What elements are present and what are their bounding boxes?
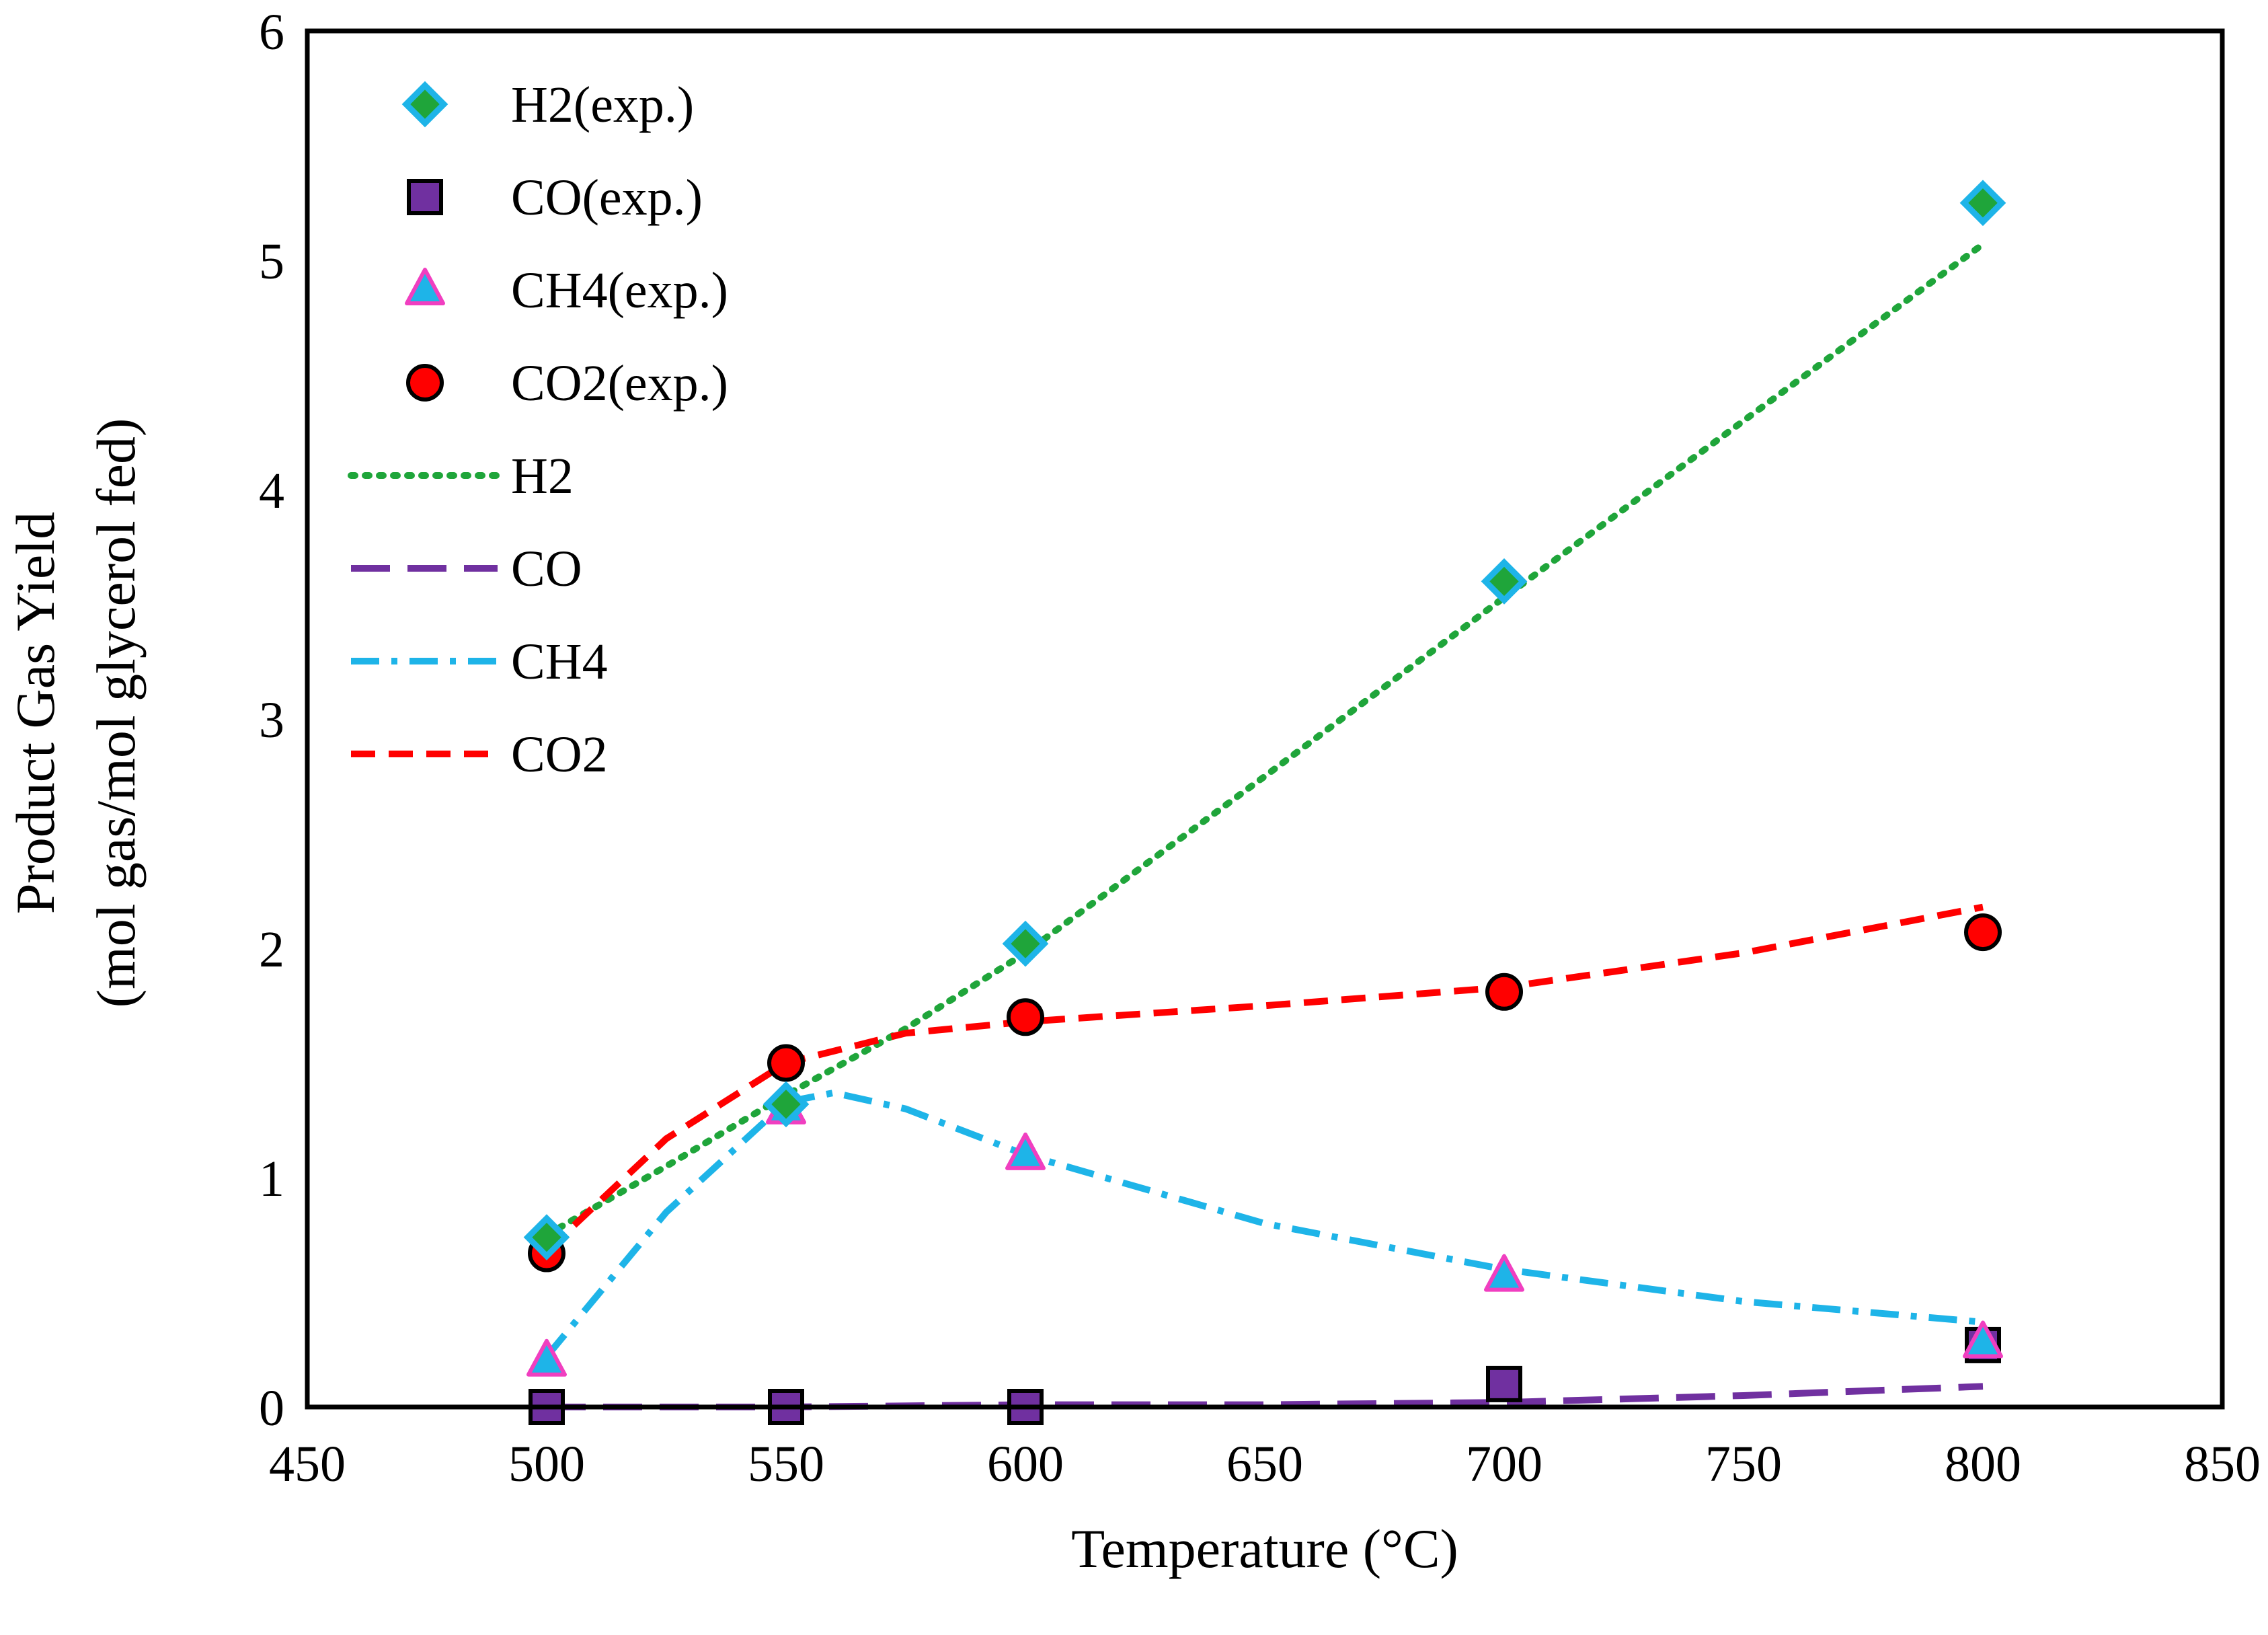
legend-label: CO2(exp.) bbox=[511, 355, 728, 412]
x-axis-ticks: 450 500 550 600 650 700 750 800 850 bbox=[269, 1436, 2261, 1492]
series-layer bbox=[523, 180, 2006, 1425]
x-tick-label: 550 bbox=[748, 1436, 824, 1492]
legend-marker-co2-exp bbox=[406, 364, 444, 402]
y-tick-label: 3 bbox=[259, 692, 284, 749]
h2-exp-point bbox=[762, 1081, 810, 1128]
legend-label: CH4(exp.) bbox=[511, 262, 728, 319]
y-axis-title-line2: (mol gas/mol glycerol fed) bbox=[85, 418, 147, 1008]
x-tick-label: 600 bbox=[987, 1436, 1064, 1492]
x-axis-title: Temperature (°C) bbox=[1071, 1518, 1458, 1579]
ch4-model-line bbox=[544, 1089, 1984, 1359]
co-exp-point bbox=[1486, 1365, 1522, 1402]
legend-label: CH4 bbox=[511, 634, 608, 690]
h2-exp-point bbox=[1002, 920, 1049, 967]
co2-exp-point bbox=[1964, 913, 2002, 952]
y-tick-label: 1 bbox=[259, 1151, 284, 1207]
co2-exp-point bbox=[1007, 998, 1044, 1036]
legend-item-h2-exp: H2(exp.) bbox=[401, 77, 694, 133]
x-tick-label: 750 bbox=[1705, 1436, 1782, 1492]
legend-item-co-model: CO bbox=[351, 541, 582, 597]
legend-marker-h2-exp bbox=[401, 81, 448, 128]
y-axis-ticks: 0 1 2 3 4 5 6 bbox=[259, 4, 284, 1437]
y-tick-label: 4 bbox=[259, 463, 284, 519]
h2-exp-point bbox=[523, 1214, 570, 1261]
ch4-exp-point bbox=[526, 1338, 567, 1377]
legend-item-h2-model: H2 bbox=[348, 448, 574, 504]
legend-item-ch4-exp: CH4(exp.) bbox=[405, 262, 728, 319]
legend-label: CO2 bbox=[511, 726, 608, 783]
y-tick-label: 5 bbox=[259, 233, 284, 290]
legend-marker-co-exp bbox=[407, 179, 443, 215]
co2-exp-point bbox=[767, 1044, 805, 1082]
legend-item-co2-exp: CO2(exp.) bbox=[406, 355, 728, 412]
co2-exp-point bbox=[1485, 973, 1523, 1011]
legend-item-ch4-model: CH4 bbox=[351, 634, 608, 690]
legend-label: CO(exp.) bbox=[511, 169, 703, 226]
legend-item-co-exp: CO(exp.) bbox=[407, 169, 703, 226]
h2-exp-point bbox=[1959, 180, 2006, 227]
legend: H2(exp.) CO(exp.) CH4(exp.) CO2(exp.) H2 CO CH… bbox=[348, 77, 728, 783]
y-tick-label: 0 bbox=[259, 1380, 284, 1437]
plot-area-frame bbox=[305, 28, 2225, 1410]
legend-marker-ch4-exp bbox=[405, 268, 445, 305]
x-tick-label: 450 bbox=[269, 1436, 346, 1492]
h2-exp-point bbox=[1481, 558, 1528, 605]
y-tick-label: 6 bbox=[259, 4, 284, 61]
x-tick-label: 800 bbox=[1945, 1436, 2021, 1492]
h2-exp-series bbox=[523, 180, 2006, 1261]
ch4-exp-point bbox=[1484, 1254, 1524, 1292]
ch4-exp-point bbox=[1005, 1132, 1046, 1170]
ch4-exp-point bbox=[1963, 1320, 2003, 1359]
legend-label: H2(exp.) bbox=[511, 77, 694, 133]
y-tick-label: 2 bbox=[259, 921, 284, 978]
x-tick-label: 850 bbox=[2184, 1436, 2261, 1492]
y-axis-title-line1: Product Gas Yield bbox=[5, 512, 66, 914]
x-tick-label: 500 bbox=[508, 1436, 585, 1492]
legend-label: H2 bbox=[511, 448, 574, 504]
x-tick-label: 700 bbox=[1466, 1436, 1542, 1492]
x-tick-label: 650 bbox=[1226, 1436, 1303, 1492]
legend-label: CO bbox=[511, 541, 582, 597]
legend-item-co2-model: CO2 bbox=[351, 726, 608, 783]
